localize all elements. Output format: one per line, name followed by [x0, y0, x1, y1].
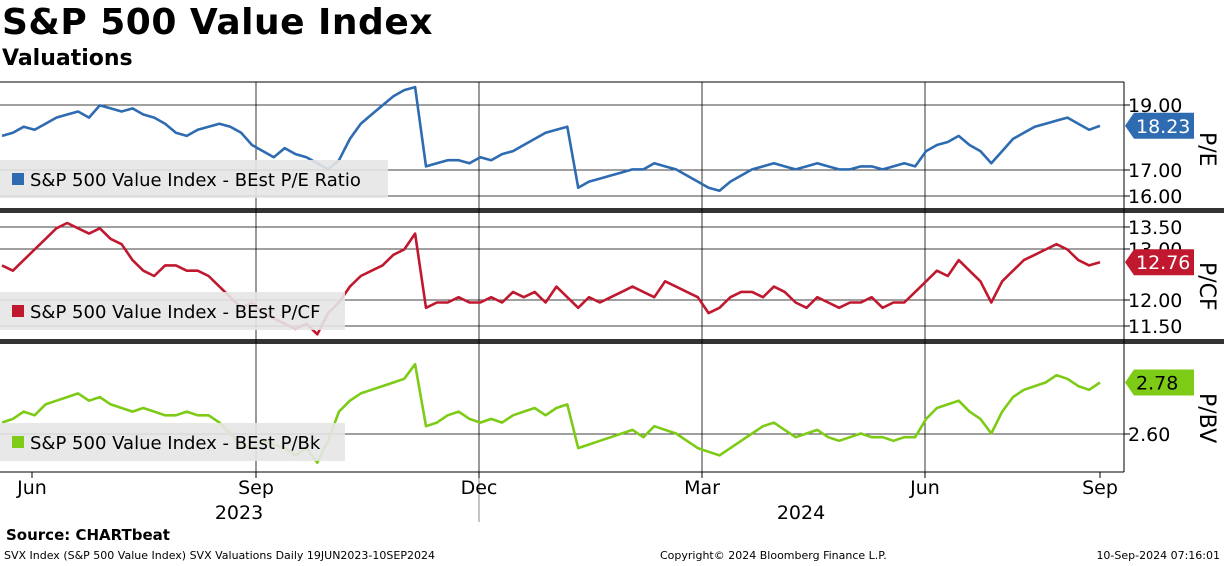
y-tick-label: 17.00 [1128, 160, 1182, 182]
x-tick-label: Dec [461, 477, 498, 499]
legend-label: S&P 500 Value Index - BEst P/Bk [30, 433, 321, 454]
source-note: Source: CHARTbeat [6, 526, 170, 544]
y-tick-label: 19.00 [1128, 95, 1182, 117]
y-axis-title: P/BV [1194, 393, 1219, 443]
legend-label: S&P 500 Value Index - BEst P/E Ratio [30, 170, 361, 191]
x-tick-label: Jun [909, 477, 940, 499]
y-tick-label: 11.50 [1128, 316, 1182, 338]
x-tick-label: Sep [238, 477, 274, 499]
last-value-tag [1125, 249, 1194, 276]
x-tick-label: Jun [16, 477, 47, 499]
panel-divider-2 [0, 339, 1224, 344]
chart-subtitle: Valuations [2, 46, 133, 71]
chart-title: S&P 500 Value Index [2, 2, 433, 43]
last-value-tag [1125, 112, 1194, 139]
y-tick-label: 16.00 [1128, 186, 1182, 208]
legend-swatch [12, 305, 24, 317]
series-line [1, 221, 1101, 336]
chart-panel-3: 2.60 S&P 500 Value Index - BEst P/Bk 2.78 P… [0, 362, 1219, 465]
footer-copyright: Copyright© 2024 Bloomberg Finance L.P. [660, 549, 887, 562]
last-value-label: 2.78 [1136, 372, 1178, 394]
x-tick-label: Mar [684, 477, 720, 499]
y-axis-title: P/CF [1194, 262, 1219, 311]
footer-index-info: SVX Index (S&P 500 Value Index) SVX Valu… [4, 549, 435, 562]
legend-label: S&P 500 Value Index - BEst P/CF [30, 302, 320, 323]
legend-box [0, 160, 388, 198]
y-axis-title: P/E [1194, 132, 1219, 167]
series-line [1, 362, 1101, 465]
y-tick-label: 2.60 [1128, 424, 1170, 446]
footer-timestamp: 10-Sep-2024 07:16:01 [1096, 549, 1220, 562]
last-value-label: 18.23 [1136, 116, 1190, 138]
year-label: 2023 [215, 502, 263, 524]
legend-box [0, 292, 345, 330]
y-tick-label: 13.50 [1128, 217, 1182, 239]
legend-swatch [12, 173, 24, 185]
chart-panel-1: 19.00 17.00 16.00 S&P 500 Value Index - BEs… [0, 85, 1219, 208]
series-line [1, 85, 1101, 192]
year-label: 2024 [777, 502, 825, 524]
panel-divider-1 [0, 208, 1224, 213]
legend-swatch [12, 436, 24, 448]
legend-box [0, 423, 345, 461]
last-value-label: 12.76 [1136, 252, 1190, 274]
last-value-tag [1125, 369, 1194, 396]
x-tick-label: Sep [1082, 477, 1118, 499]
y-tick-label: 12.00 [1128, 290, 1182, 312]
